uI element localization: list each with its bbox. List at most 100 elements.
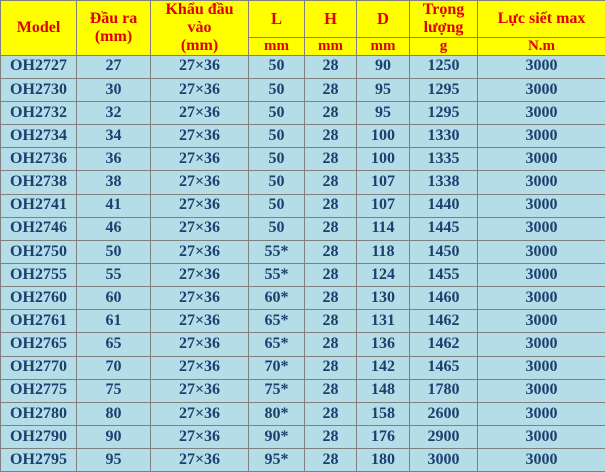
column-header-input-socket-line2: vào [187,18,212,36]
cell-output-size: 60 [76,286,151,311]
header-row-titles: Model Đầu ra (mm) Khẩu đầu vào (mm) L H … [0,0,605,56]
cell-length-l: 50 [248,170,305,195]
cell-model: OH2736 [0,147,77,172]
cell-model: OH2760 [0,286,77,311]
cell-max-torque: 3000 [477,124,605,149]
cell-diameter-d: 118 [356,239,410,264]
table-row: OH2746 46 27×36 50 28 114 1445 3000 [0,216,605,241]
table-row: OH2736 36 27×36 50 28 100 1335 3000 [0,147,605,172]
column-header-l: L [248,0,305,39]
cell-output-size: 27 [76,54,151,79]
cell-length-l: 50 [248,193,305,218]
cell-weight: 1460 [409,286,478,311]
cell-diameter-d: 100 [356,147,410,172]
cell-max-torque: 3000 [477,100,605,126]
column-header-input-socket: Khẩu đầu vào (mm) [150,0,249,56]
cell-model: OH2770 [0,355,77,380]
cell-input-socket: 27×36 [150,216,249,241]
column-header-weight: Trọng lượng [409,0,478,39]
cell-diameter-d: 90 [356,54,410,79]
cell-diameter-d: 142 [356,355,410,380]
table-row: OH2780 80 27×36 80* 28 158 2600 3000 [0,401,605,426]
table-row: OH2755 55 27×36 55* 28 124 1455 3000 [0,262,605,288]
table-row: OH2727 27 27×36 50 28 90 1250 3000 [0,54,605,79]
cell-max-torque: 3000 [477,332,605,357]
cell-input-socket: 27×36 [150,147,249,172]
table-row: OH2730 30 27×36 50 28 95 1295 3000 [0,77,605,103]
cell-model: OH2780 [0,401,77,426]
cell-max-torque: 3000 [477,355,605,380]
cell-max-torque: 3000 [477,401,605,426]
cell-diameter-d: 114 [356,216,410,241]
cell-height-h: 28 [304,332,357,357]
cell-diameter-d: 95 [356,77,410,103]
cell-length-l: 50 [248,100,305,126]
cell-length-l: 50 [248,124,305,149]
cell-height-h: 28 [304,448,357,472]
cell-model: OH2727 [0,54,77,79]
cell-length-l: 95* [248,448,305,472]
table-row: OH2732 32 27×36 50 28 95 1295 3000 [0,100,605,126]
cell-diameter-d: 148 [356,378,410,403]
table-row: OH2795 95 27×36 95* 28 180 3000 3000 [0,448,605,472]
cell-diameter-d: 180 [356,448,410,472]
cell-model: OH2730 [0,77,77,103]
cell-diameter-d: 124 [356,262,410,288]
cell-max-torque: 3000 [477,286,605,311]
cell-output-size: 41 [76,193,151,218]
column-header-output-size: Đầu ra (mm) [76,0,151,56]
cell-max-torque: 3000 [477,54,605,79]
cell-max-torque: 3000 [477,193,605,218]
cell-diameter-d: 107 [356,193,410,218]
cell-output-size: 38 [76,170,151,195]
cell-max-torque: 3000 [477,378,605,403]
cell-model: OH2732 [0,100,77,126]
cell-diameter-d: 130 [356,286,410,311]
cell-model: OH2738 [0,170,77,195]
cell-length-l: 55* [248,262,305,288]
cell-height-h: 28 [304,216,357,241]
cell-model: OH2750 [0,239,77,264]
cell-height-h: 28 [304,170,357,195]
cell-weight: 1330 [409,124,478,149]
table-row: OH2738 38 27×36 50 28 107 1338 3000 [0,170,605,195]
cell-weight: 1335 [409,147,478,172]
cell-weight: 1465 [409,355,478,380]
cell-output-size: 46 [76,216,151,241]
column-unit-h: mm [304,37,357,56]
cell-height-h: 28 [304,100,357,126]
cell-height-h: 28 [304,424,357,450]
cell-height-h: 28 [304,309,357,334]
cell-weight: 1462 [409,309,478,334]
table-row: OH2760 60 27×36 60* 28 130 1460 3000 [0,286,605,311]
cell-weight: 3000 [409,448,478,472]
cell-max-torque: 3000 [477,77,605,103]
cell-max-torque: 3000 [477,216,605,241]
cell-length-l: 50 [248,54,305,79]
cell-diameter-d: 107 [356,170,410,195]
cell-input-socket: 27×36 [150,448,249,472]
cell-length-l: 60* [248,286,305,311]
table-header: Model Đầu ra (mm) Khẩu đầu vào (mm) L H … [0,0,605,56]
cell-model: OH2746 [0,216,77,241]
cell-height-h: 28 [304,286,357,311]
cell-height-h: 28 [304,355,357,380]
cell-weight: 1338 [409,170,478,195]
cell-diameter-d: 158 [356,401,410,426]
cell-input-socket: 27×36 [150,170,249,195]
cell-length-l: 70* [248,355,305,380]
cell-height-h: 28 [304,401,357,426]
cell-weight: 1455 [409,262,478,288]
cell-input-socket: 27×36 [150,401,249,426]
cell-model: OH2775 [0,378,77,403]
cell-length-l: 55* [248,239,305,264]
column-unit-max-torque: N.m [477,37,605,56]
cell-weight: 1295 [409,77,478,103]
column-header-max-torque: Lực siết max [477,0,605,39]
cell-weight: 1462 [409,332,478,357]
cell-input-socket: 27×36 [150,77,249,103]
cell-max-torque: 3000 [477,309,605,334]
cell-height-h: 28 [304,124,357,149]
table-row: OH2741 41 27×36 50 28 107 1440 3000 [0,193,605,218]
column-unit-weight: g [409,37,478,56]
